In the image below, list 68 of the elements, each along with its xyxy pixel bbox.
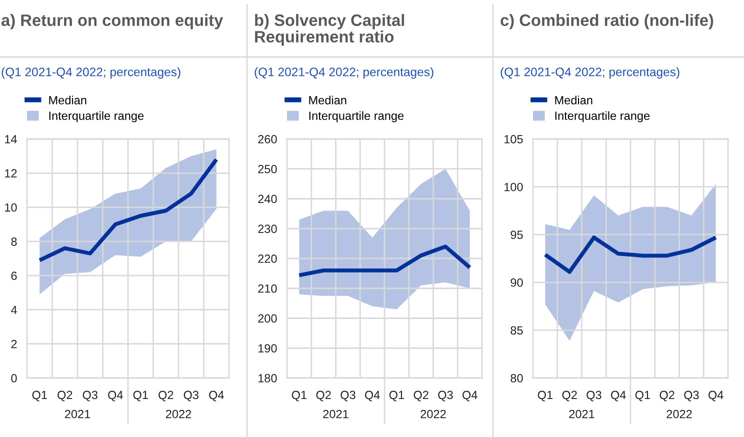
y-tick-label: 100 (504, 182, 523, 192)
y-tick-label: 8 (11, 237, 17, 246)
x-tick-label: Q4 (462, 390, 478, 402)
x-tick-label: Q1 (133, 390, 148, 402)
y-tick-label: 90 (510, 278, 523, 287)
chart-title: a) Return on common equity (1, 14, 224, 30)
text: 2022 (166, 410, 192, 418)
x-tick-label: Q4 (708, 390, 724, 402)
x-tick-label: Q3 (184, 390, 198, 402)
y-tick-label: 6 (11, 272, 17, 280)
legend-label: Median (49, 96, 86, 104)
line-series (38, 158, 218, 262)
x-tick-label: Q2 (414, 390, 428, 402)
x-tick-label: Q1 (538, 390, 552, 402)
x-tick-label: Q1 (32, 390, 47, 402)
legend-label: Interquartile range (309, 111, 404, 122)
x-tick-label: Q3 (684, 390, 699, 402)
legend-label: Interquartile range (49, 111, 144, 122)
chart-subtitle: (Q1 2021-Q4 2022; percentages) (254, 67, 434, 79)
y-tick-label: 200 (258, 314, 277, 323)
y-tick-label: 14 (5, 135, 17, 144)
x-tick-label: Q2 (660, 390, 674, 402)
y-tick-label: 250 (258, 164, 277, 174)
x-tick-label: Q3 (586, 390, 602, 402)
x-tick-label: Q4 (365, 390, 380, 402)
y-tick-label: 80 (510, 374, 523, 382)
chart-title: b) Solvency Capital Requirement ratio (255, 14, 404, 46)
text: 2021 (569, 410, 594, 418)
line-series (543, 236, 718, 274)
x-tick-label: Q4 (209, 390, 224, 402)
y-tick-label: 230 (258, 224, 277, 234)
y-tick-label: 180 (258, 374, 277, 382)
x-tick-label: Q2 (562, 390, 577, 402)
legend-label: Interquartile range (555, 111, 650, 122)
y-tick-label: 85 (510, 326, 523, 335)
y-tick-label: 190 (258, 344, 277, 353)
text: 2021 (323, 410, 348, 418)
x-tick-label: Q2 (158, 390, 174, 402)
text: 2022 (420, 410, 446, 418)
x-tick-label: Q4 (611, 390, 626, 402)
x-tick-label: Q1 (389, 390, 404, 402)
text: 2021 (64, 410, 90, 418)
text: 2022 (666, 410, 692, 418)
chart-title: c) Combined ratio (non-life) (500, 14, 714, 30)
x-tick-label: Q2 (316, 390, 331, 402)
y-tick-label: 2 (11, 340, 17, 348)
y-tick-label: 10 (5, 203, 17, 212)
x-tick-label: Q4 (108, 390, 123, 402)
y-tick-label: 95 (510, 230, 523, 239)
y-tick-label: 0 (11, 374, 17, 382)
legend-label: Median (555, 96, 592, 104)
y-tick-label: 260 (258, 135, 277, 144)
y-tick-label: 105 (504, 135, 523, 144)
x-tick-label: Q3 (82, 390, 98, 402)
y-tick-label: 220 (258, 254, 277, 263)
chart-subtitle: (Q1 2021-Q4 2022; percentages) (2, 67, 180, 79)
x-tick-label: Q3 (438, 390, 453, 402)
x-tick-label: Q3 (340, 390, 356, 402)
y-tick-label: 4 (10, 306, 17, 314)
line-series (297, 244, 472, 278)
x-tick-label: Q1 (635, 390, 650, 402)
x-tick-label: Q2 (58, 390, 72, 402)
x-tick-label: Q1 (292, 390, 306, 402)
y-tick-label: 240 (258, 194, 277, 204)
legend-label: Median (309, 96, 346, 104)
chart-subtitle: (Q1 2021-Q4 2022; percentages) (500, 67, 680, 79)
y-tick-label: 12 (5, 169, 17, 178)
y-tick-label: 210 (258, 284, 277, 293)
